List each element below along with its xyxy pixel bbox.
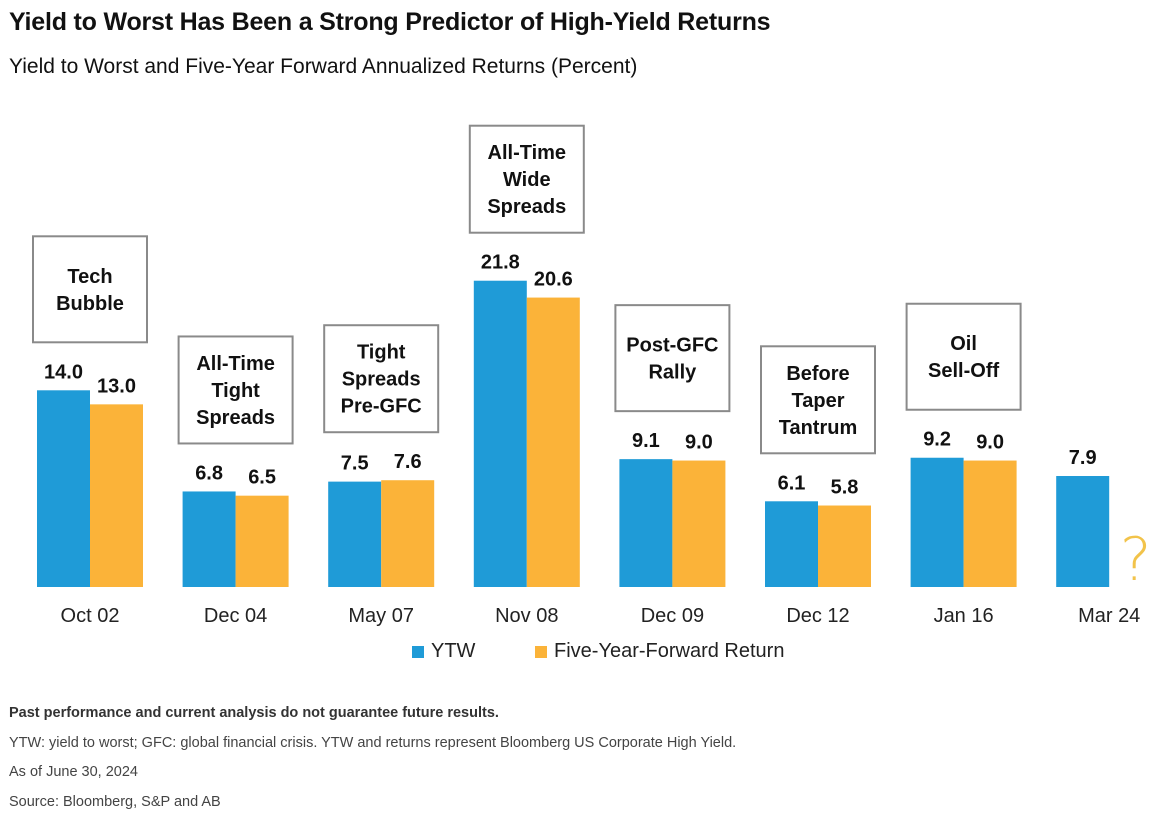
annotation-text-dec-09: Post-GFC [626, 335, 718, 357]
bar-ytw-dec-09 [619, 459, 672, 587]
bar-forward-return-may-07 [381, 480, 434, 587]
value-label-ytw-nov-08: 21.8 [481, 252, 520, 274]
bar-forward-return-dec-09 [672, 461, 725, 587]
value-label-ytw-oct-02: 14.0 [44, 361, 83, 383]
annotation-box-jan-16 [907, 304, 1021, 410]
bar-forward-return-dec-04 [236, 496, 289, 587]
x-tick-label-dec-09: Dec 09 [641, 605, 704, 627]
bar-ytw-mar-24 [1056, 476, 1109, 587]
annotation-text-dec-04: Tight [211, 380, 260, 402]
annotation-text-dec-12: Taper [792, 390, 845, 412]
definitions-note: YTW: yield to worst; GFC: global financi… [9, 733, 736, 763]
annotation-text-jan-16: Oil [950, 333, 977, 355]
value-label-ytw-may-07: 7.5 [341, 453, 369, 475]
annotation-text-dec-12: Before [786, 363, 849, 385]
value-label-forward-return-oct-02: 13.0 [97, 375, 136, 397]
x-tick-label-nov-08: Nov 08 [495, 605, 558, 627]
annotation-text-dec-12: Tantrum [779, 417, 858, 439]
annotation-text-dec-09: Rally [648, 362, 697, 384]
annotation-text-oct-02: Bubble [56, 293, 124, 315]
bar-forward-return-jan-16 [964, 461, 1017, 587]
annotation-text-nov-08: All-Time [488, 142, 567, 164]
value-label-forward-return-jan-16: 9.0 [976, 432, 1004, 454]
annotation-box-dec-09 [615, 305, 729, 411]
bar-forward-return-nov-08 [527, 298, 580, 587]
annotation-text-jan-16: Sell-Off [928, 360, 999, 382]
legend-item-ytw: YTW [412, 640, 475, 663]
bar-ytw-jan-16 [911, 458, 964, 587]
value-label-forward-return-dec-09: 9.0 [685, 432, 713, 454]
legend-swatch-ytw [412, 646, 424, 658]
value-label-forward-return-dec-04: 6.5 [248, 467, 276, 489]
source-note: Source: Bloomberg, S&P and AB [9, 792, 736, 821]
x-tick-label-mar-24: Mar 24 [1078, 605, 1140, 627]
x-tick-label-jan-16: Jan 16 [934, 605, 994, 627]
annotation-text-nov-08: Spreads [487, 196, 566, 218]
annotation-text-dec-04: All-Time [196, 353, 275, 375]
value-label-forward-return-may-07: 7.6 [394, 451, 422, 473]
disclaimer-note: Past performance and current analysis do… [9, 703, 736, 733]
value-label-ytw-dec-09: 9.1 [632, 430, 660, 452]
bar-chart: 14.0 13.0 Oct 02 6.8 6.5 Dec 04 7.5 7.6 May 07 21… [0, 0, 1163, 640]
bar-ytw-dec-04 [183, 491, 236, 587]
value-label-forward-return-nov-08: 20.6 [534, 269, 573, 291]
annotation-text-may-07: Spreads [342, 369, 421, 391]
footnotes: Past performance and current analysis do… [9, 703, 736, 821]
x-tick-label-dec-04: Dec 04 [204, 605, 267, 627]
legend-label-ytw: YTW [431, 640, 475, 663]
x-tick-label-dec-12: Dec 12 [786, 605, 849, 627]
legend-swatch-forward-return [535, 646, 547, 658]
value-label-ytw-dec-12: 6.1 [778, 472, 806, 494]
question-mark-icon: ? [1120, 525, 1152, 595]
annotation-text-dec-04: Spreads [196, 407, 275, 429]
bar-forward-return-oct-02 [90, 404, 143, 587]
legend-label-forward-return: Five-Year-Forward Return [554, 640, 784, 663]
value-label-ytw-mar-24: 7.9 [1069, 447, 1097, 469]
value-label-forward-return-dec-12: 5.8 [831, 477, 859, 499]
value-label-ytw-jan-16: 9.2 [923, 429, 951, 451]
x-tick-label-oct-02: Oct 02 [61, 605, 120, 627]
annotation-box-oct-02 [33, 236, 147, 342]
bar-ytw-dec-12 [765, 501, 818, 587]
annotation-text-oct-02: Tech [67, 266, 112, 288]
value-label-ytw-dec-04: 6.8 [195, 462, 223, 484]
bar-ytw-nov-08 [474, 281, 527, 587]
bar-ytw-oct-02 [37, 390, 90, 587]
x-tick-label-may-07: May 07 [348, 605, 414, 627]
legend-item-forward-return: Five-Year-Forward Return [535, 640, 784, 663]
annotation-text-nov-08: Wide [503, 169, 551, 191]
bar-forward-return-dec-12 [818, 506, 871, 587]
annotation-text-may-07: Tight [357, 342, 406, 364]
as-of-note: As of June 30, 2024 [9, 762, 736, 792]
annotation-text-may-07: Pre-GFC [341, 396, 422, 418]
bar-ytw-may-07 [328, 482, 381, 587]
